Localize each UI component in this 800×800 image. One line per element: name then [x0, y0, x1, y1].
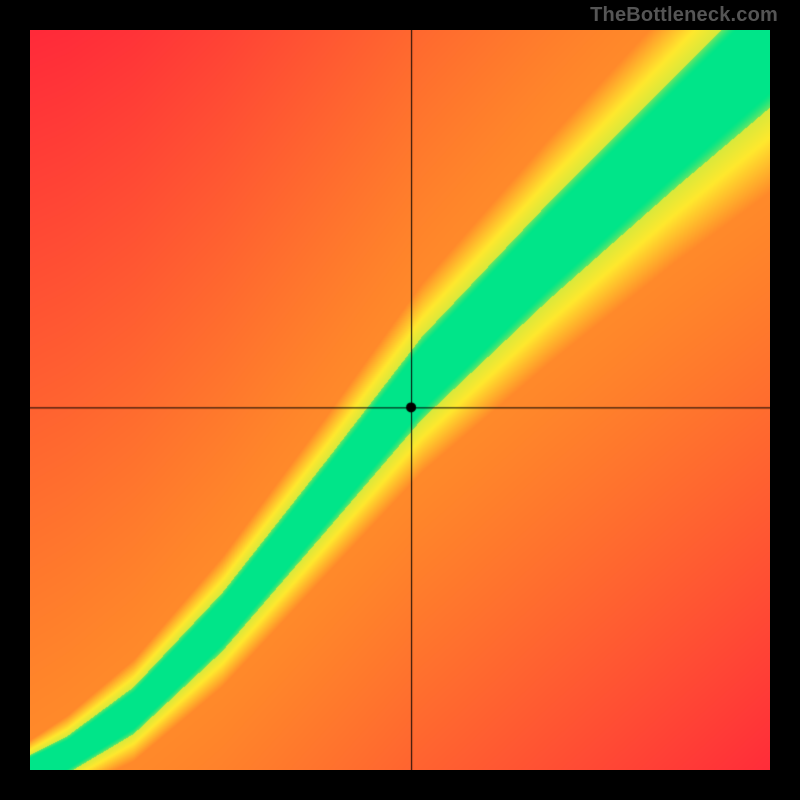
chart-container: TheBottleneck.com: [0, 0, 800, 800]
heatmap-canvas: [30, 30, 770, 770]
heatmap-plot: [30, 30, 770, 770]
watermark-text: TheBottleneck.com: [590, 4, 778, 27]
